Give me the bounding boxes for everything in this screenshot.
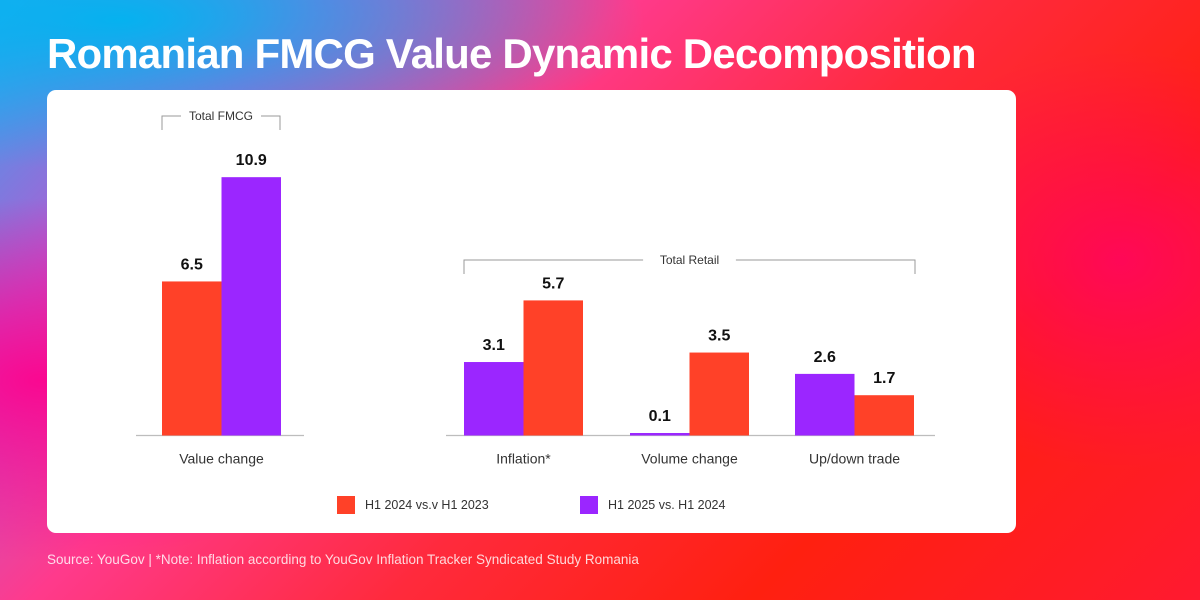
bar-value-label: 3.1 <box>483 337 505 354</box>
category-label: Up/down trade <box>809 451 900 467</box>
bar-value-label: 1.7 <box>873 370 895 387</box>
bar-value-label: 6.5 <box>181 256 203 273</box>
legend-label-2024: H1 2024 vs.v H1 2023 <box>365 498 489 512</box>
bar-value-label: 10.9 <box>236 152 267 169</box>
legend-swatch-2025 <box>580 496 598 514</box>
legend-item-2025: H1 2025 vs. H1 2024 <box>580 496 725 514</box>
bar-value-label: 0.1 <box>649 408 671 425</box>
category-label: Volume change <box>641 451 738 467</box>
bar-series_2025 <box>221 177 281 436</box>
legend-item-2024: H1 2024 vs.v H1 2023 <box>337 496 489 514</box>
bar-value-label: 2.6 <box>814 349 836 366</box>
source-footnote: Source: YouGov | *Note: Inflation accord… <box>47 552 639 567</box>
group-bracket-label: Total FMCG <box>189 109 253 123</box>
bar-series_2024 <box>162 281 222 436</box>
bar-value-label: 3.5 <box>708 328 730 345</box>
bar-value-label: 5.7 <box>542 275 564 292</box>
category-label: Value change <box>179 451 264 467</box>
group-bracket-left <box>463 259 644 274</box>
group-bracket-right <box>261 115 281 130</box>
group-bracket-right <box>735 259 916 274</box>
category-label: Inflation* <box>496 451 551 467</box>
bar-series_2024 <box>689 352 749 436</box>
group-bracket-left <box>161 115 181 130</box>
bar-series_2025 <box>795 373 855 436</box>
legend-label-2025: H1 2025 vs. H1 2024 <box>608 498 726 512</box>
bar-series_2024 <box>523 300 583 436</box>
bar-series_2025 <box>464 362 524 436</box>
bar-series_2024 <box>854 395 914 436</box>
bar-series_2025 <box>630 433 690 436</box>
legend-swatch-2024 <box>337 496 355 514</box>
group-bracket-label: Total Retail <box>660 253 719 267</box>
chart-title: Romanian FMCG Value Dynamic Decompositio… <box>47 30 977 77</box>
